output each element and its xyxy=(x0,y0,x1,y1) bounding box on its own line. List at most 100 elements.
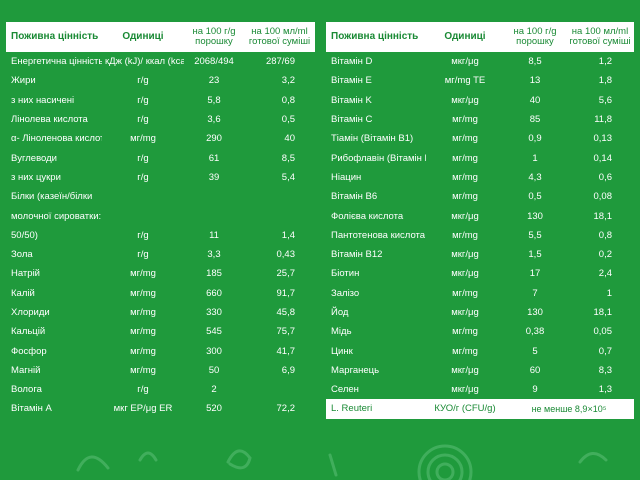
nutrient-name: Залізо xyxy=(331,287,360,299)
header-nutritional-value: Поживна цінність xyxy=(6,22,102,52)
left-nutrition-table: Поживна цінність Одиниці на 100 г/g поро… xyxy=(6,22,315,419)
table-row: Енергетична цінність кДж (kJ)/ ккал (kcal… xyxy=(6,52,315,71)
nutrient-unit: г/g xyxy=(137,75,149,87)
table-row: Рибофлавін (Вітамін B2) мг/mg 1 0,14 xyxy=(326,148,634,167)
nutrient-unit: мг/mg xyxy=(452,345,478,357)
value-per-100g xyxy=(184,187,244,206)
value-per-100g: 130 xyxy=(527,210,543,222)
table-row: Вуглеводи г/g 61 8,5 xyxy=(6,148,315,167)
nutrient-unit: мкг/μg xyxy=(451,364,479,376)
nutrient-name: Лінолева кислота xyxy=(11,114,88,126)
value-per-100ml: 75,7 xyxy=(276,326,296,338)
nutrient-unit: мг/mg xyxy=(452,191,478,203)
nutrient-unit: мг/mg xyxy=(452,152,478,164)
value-per-100g: 40 xyxy=(529,94,541,106)
value-per-100ml: 0,6 xyxy=(598,171,612,183)
nutrient-unit: мг/mg xyxy=(130,345,156,357)
value-per-100ml xyxy=(244,380,315,399)
value-per-100g: 5,8 xyxy=(207,94,221,106)
nutrient-name: L. Reuteri xyxy=(326,399,426,419)
nutrient-name: Рибофлавін (Вітамін B2) xyxy=(331,152,426,164)
nutrient-name: Фолієва кислота xyxy=(331,210,404,222)
value-per-100ml: 287/69 xyxy=(265,56,295,68)
value-per-100ml: 18,1 xyxy=(593,210,613,222)
nutrient-name: Зола xyxy=(11,249,33,261)
nutrient-unit: мкг ЕР/μg ER xyxy=(113,403,173,415)
table-row: Калій мг/mg 660 91,7 xyxy=(6,284,315,303)
nutrient-unit: мг/mg xyxy=(130,133,156,145)
table-row: Селен мкг/μg 9 1,3 xyxy=(326,380,634,399)
table-row: Вітамін K мкг/μg 40 5,6 xyxy=(326,91,634,110)
header-units: Одиниці xyxy=(102,22,184,52)
left-table-header-row: Поживна цінність Одиниці на 100 г/g поро… xyxy=(6,22,315,52)
value-per-100g xyxy=(184,206,244,225)
nutrient-name: Хлориди xyxy=(11,307,50,318)
value-per-100g: 1,5 xyxy=(528,249,542,261)
nutrient-name: Вітамін B6 xyxy=(331,191,378,203)
value-per-100g: 660 xyxy=(206,287,222,299)
nutrient-unit: г/g xyxy=(137,249,149,261)
value-per-100ml xyxy=(244,187,315,206)
nutrient-name: Вітамін K xyxy=(331,94,372,106)
value-per-100g: 3,3 xyxy=(207,249,221,261)
table-row: Натрій мг/mg 185 25,7 xyxy=(6,264,315,283)
table-row: з них цукри г/g 39 5,4 xyxy=(6,168,315,187)
nutrient-name: Калій xyxy=(11,287,35,299)
table-row: Білки (казеїн/білки xyxy=(6,187,315,206)
nutrient-name: Йод xyxy=(331,307,349,318)
value-per-100ml: 91,7 xyxy=(276,287,296,299)
value-per-100ml: 5,6 xyxy=(598,94,612,106)
table-row: Вітамін B6 мг/mg 0,5 0,08 xyxy=(326,187,634,206)
value-per-100g: 7 xyxy=(532,287,538,299)
nutrient-unit: мкг/μg xyxy=(451,384,479,396)
value-per-100g: 23 xyxy=(208,75,220,87)
value-per-100ml: 45,8 xyxy=(276,307,296,318)
value-per-100ml: 0,8 xyxy=(598,229,612,241)
table-row: Вітамін D мкг/μg 8,5 1,2 xyxy=(326,52,634,71)
table-row: Ніацин мг/mg 4,3 0,6 xyxy=(326,168,634,187)
value-per-100g: 185 xyxy=(206,268,222,280)
table-row: α- Ліноленова кислота мг/mg 290 40 xyxy=(6,129,315,148)
value-per-100g: 5,5 xyxy=(528,229,542,241)
nutrient-unit xyxy=(102,206,184,225)
nutrient-unit: мг/mg TE xyxy=(444,75,486,87)
value-per-100ml: 72,2 xyxy=(276,403,296,415)
header-per-100g: на 100 г/g порошку xyxy=(184,22,244,52)
nutrient-unit: мкг/μg xyxy=(451,210,479,222)
nutrient-unit: мг/mg xyxy=(130,287,156,299)
nutrient-name: Білки (казеїн/білки xyxy=(11,191,93,203)
value-per-100g: 4,3 xyxy=(528,171,542,183)
nutrient-unit: г/g xyxy=(137,152,149,164)
nutrient-unit: мг/mg xyxy=(452,171,478,183)
table-row: Залізо мг/mg 7 1 xyxy=(326,284,634,303)
value-per-100g: 130 xyxy=(527,307,543,318)
nutrient-name: Вітамін B12 xyxy=(331,249,383,261)
nutrient-name: Вітамін E xyxy=(331,75,372,87)
table-row: з них насичені г/g 5,8 0,8 xyxy=(6,91,315,110)
table-row: Вітамін C мг/mg 85 11,8 xyxy=(326,110,634,129)
header-per-100ml: на 100 мл/ml готової суміші xyxy=(566,22,634,52)
table-row: Тіамін (Вітамін B1) мг/mg 0,9 0,13 xyxy=(326,129,634,148)
nutrient-unit: мг/mg xyxy=(452,114,478,126)
nutrient-name: 50/50) xyxy=(11,229,38,241)
value-per-100g: 8,5 xyxy=(528,56,542,68)
value-per-100ml: 25,7 xyxy=(276,268,296,280)
nutrient-unit: г/g xyxy=(137,229,149,241)
nutrient-unit: мг/mg xyxy=(130,268,156,280)
nutrient-unit: мг/mg xyxy=(452,229,478,241)
value-per-100g: 50 xyxy=(208,364,220,376)
nutrient-name: Магній xyxy=(11,364,41,376)
value-per-100ml: 1,8 xyxy=(598,75,612,87)
nutrient-name: Натрій xyxy=(11,268,40,280)
value-per-100ml: 1,3 xyxy=(598,384,612,396)
nutrient-name: Селен xyxy=(331,384,359,396)
value-per-100g: 290 xyxy=(206,133,222,145)
header-per-100ml: на 100 мл/ml готової суміші xyxy=(244,22,315,52)
value-per-100g: 0,38 xyxy=(525,326,545,338)
header-nutritional-value: Поживна цінність xyxy=(326,22,426,52)
table-row: 50/50) г/g 11 1,4 xyxy=(6,226,315,245)
table-row: Вітамін A мкг ЕР/μg ER 520 72,2 xyxy=(6,399,315,418)
nutrient-unit: мкг/μg xyxy=(451,307,479,318)
value-per-100ml xyxy=(244,206,315,225)
value-per-100ml: 2,4 xyxy=(598,268,612,280)
